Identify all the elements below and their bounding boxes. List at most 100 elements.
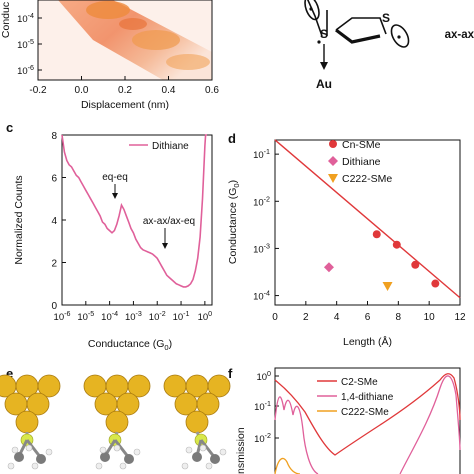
panel-label-f: f bbox=[228, 366, 233, 381]
sulfur-atom-label: S bbox=[382, 11, 390, 25]
y-tick-label: 10-5 bbox=[17, 38, 34, 51]
x-tick-label: 4 bbox=[334, 312, 340, 323]
carbon-atom bbox=[210, 454, 220, 464]
gold-atom bbox=[15, 410, 39, 434]
data-point-dithiane bbox=[323, 262, 334, 273]
lone-pair-lobe bbox=[307, 0, 323, 37]
x-tick-label: -0.2 bbox=[29, 85, 47, 96]
x-axis-label: Length (Å) bbox=[343, 335, 392, 348]
series-line-dithiane bbox=[61, 134, 207, 288]
x-tick-label: 10-6 bbox=[54, 310, 71, 323]
y-tick-label: 100 bbox=[256, 370, 271, 383]
legend-label: 1,4-dithiane bbox=[341, 392, 394, 403]
legend-label: Cn-SMe bbox=[342, 139, 381, 151]
series-line-c2-sme bbox=[274, 373, 461, 456]
legend-label: C2-SMe bbox=[341, 377, 378, 388]
legend-marker bbox=[328, 156, 338, 166]
panel-label-d: d bbox=[228, 131, 236, 146]
x-axis-label: Conductance (G0) bbox=[88, 338, 172, 352]
carbon-atom bbox=[14, 452, 24, 462]
data-point-c222-sme bbox=[382, 281, 393, 291]
heatmap-hotspot bbox=[86, 1, 130, 19]
gold-atom bbox=[26, 392, 50, 416]
heatmap-hotspot bbox=[132, 30, 180, 50]
y-tick-label: 6 bbox=[51, 174, 57, 185]
data-point-cn-sme bbox=[372, 230, 381, 239]
hydrogen-atom bbox=[119, 462, 127, 470]
gold-atom bbox=[196, 392, 220, 416]
ring-bond-bold bbox=[335, 28, 381, 44]
carbon-atom bbox=[36, 454, 46, 464]
conformer-label: ax-ax bbox=[445, 29, 474, 41]
y-tick-label: 2 bbox=[51, 259, 57, 270]
annotation-ax-ax-ax-eq: ax-ax/ax-eq bbox=[143, 216, 195, 227]
arrow-head bbox=[320, 62, 328, 70]
carbon-atom bbox=[100, 452, 110, 462]
carbon-atom bbox=[192, 452, 202, 462]
hydrogen-atom bbox=[199, 444, 207, 452]
data-point-cn-sme bbox=[411, 260, 420, 269]
y-tick-label: 4 bbox=[51, 216, 57, 227]
junction-model bbox=[163, 374, 231, 470]
x-tick-label: 0.2 bbox=[118, 85, 132, 96]
hydrogen-atom bbox=[7, 462, 15, 470]
x-tick-label: 8 bbox=[396, 312, 402, 323]
x-tick-label: 0.0 bbox=[75, 85, 89, 96]
hydrogen-atom bbox=[45, 448, 53, 456]
gold-atom bbox=[185, 410, 209, 434]
fit-line bbox=[274, 139, 461, 299]
x-tick-label: 100 bbox=[198, 310, 213, 323]
x-tick-label: 10 bbox=[424, 312, 436, 323]
hydrogen-atom bbox=[113, 444, 121, 452]
legend-label-dithiane: Dithiane bbox=[152, 141, 189, 152]
hydrogen-atom bbox=[181, 462, 189, 470]
x-tick-label: 6 bbox=[365, 312, 371, 323]
legend-marker bbox=[328, 174, 338, 183]
hydrogen-atom bbox=[11, 446, 19, 454]
x-axis-label: Displacement (nm) bbox=[81, 99, 169, 111]
junction-model bbox=[0, 374, 61, 470]
y-tick-label: 10-4 bbox=[17, 12, 34, 25]
legend-label: C222-SMe bbox=[341, 407, 389, 418]
x-tick-label: 0 bbox=[272, 312, 278, 323]
legend-label: Dithiane bbox=[342, 156, 381, 168]
molecule-structure bbox=[304, 0, 410, 70]
series-line-1-4-dithiane bbox=[274, 375, 461, 474]
y-axis-label: Conductance (G0) bbox=[227, 180, 241, 264]
gold-atom bbox=[207, 374, 231, 398]
y-tick-label: 10-1 bbox=[254, 400, 271, 413]
electron-dot bbox=[309, 7, 313, 11]
hydrogen-atom bbox=[219, 448, 227, 456]
gold-atom bbox=[37, 374, 61, 398]
hydrogen-atom bbox=[25, 444, 33, 452]
electron-dot bbox=[397, 35, 401, 39]
y-tick-label: 10-2 bbox=[254, 432, 271, 445]
carbon-atom bbox=[124, 454, 134, 464]
series-line-c222-sme bbox=[274, 457, 301, 474]
y-tick-label: 10-6 bbox=[17, 64, 34, 77]
x-tick-label: 10-1 bbox=[173, 310, 190, 323]
x-tick-label: 2 bbox=[303, 312, 309, 323]
x-tick-label: 12 bbox=[454, 312, 466, 323]
x-tick-label: 10-4 bbox=[101, 310, 118, 323]
hydrogen-atom bbox=[31, 462, 39, 470]
x-tick-label: 0.4 bbox=[162, 85, 176, 96]
legend-label: C222-SMe bbox=[342, 173, 392, 185]
arrow-head bbox=[112, 193, 118, 199]
hydrogen-atom bbox=[185, 446, 193, 454]
y-tick-label: 8 bbox=[51, 131, 57, 142]
annotation-eq-eq: eq-eq bbox=[102, 172, 128, 183]
junction-model bbox=[83, 374, 151, 470]
y-axis-label: Conduc bbox=[0, 2, 12, 38]
y-axis-label: nsmission bbox=[235, 427, 247, 474]
heatmap-hotspot bbox=[166, 54, 210, 70]
gold-atom bbox=[116, 392, 140, 416]
x-tick-label: 10-5 bbox=[77, 310, 94, 323]
electron-dot bbox=[317, 40, 321, 44]
data-point-cn-sme bbox=[431, 279, 440, 288]
hydrogen-atom bbox=[99, 446, 107, 454]
y-tick-label: 10-2 bbox=[253, 195, 270, 208]
panel-label-c: c bbox=[6, 120, 13, 135]
ring-bond bbox=[335, 17, 387, 35]
